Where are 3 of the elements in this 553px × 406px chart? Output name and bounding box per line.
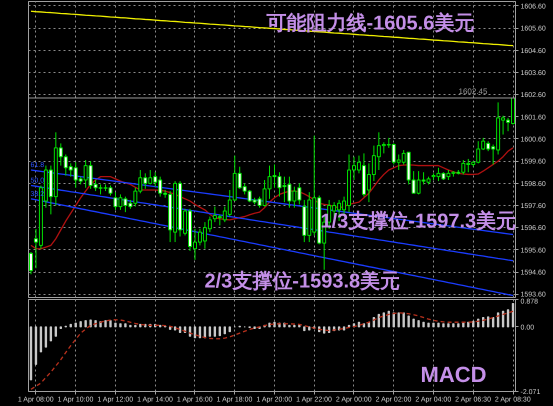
annotation: 2/3支撑位-1593.8美元 — [204, 270, 400, 292]
annotation: MACD — [420, 362, 486, 387]
ref-line-label: 1602.45 — [458, 86, 488, 96]
